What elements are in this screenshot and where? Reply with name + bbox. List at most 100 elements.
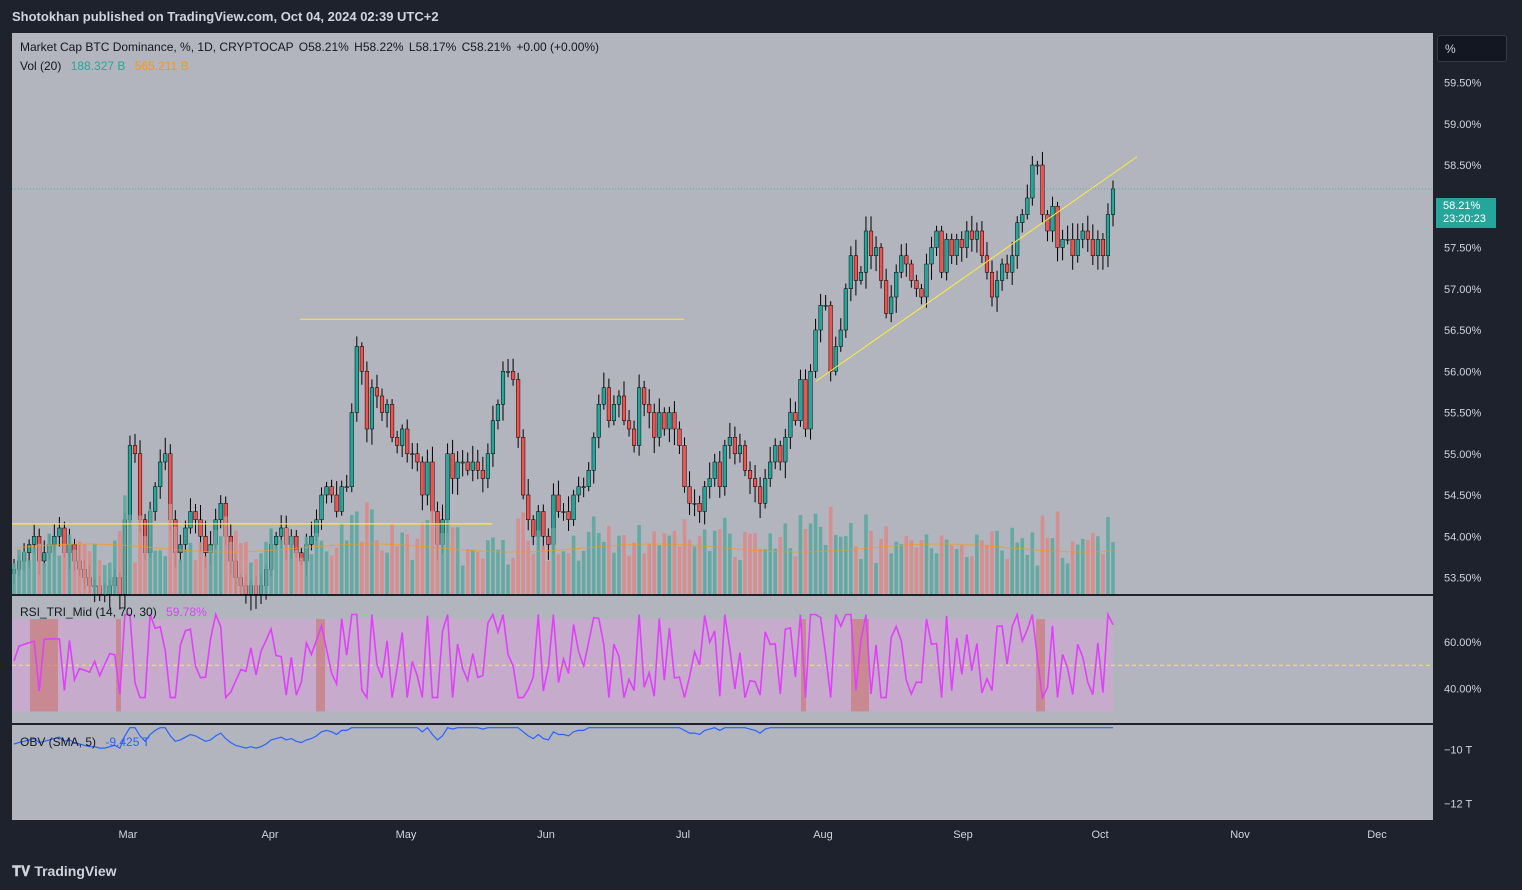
- candle-body: [848, 255, 853, 289]
- volume-bar: [773, 548, 778, 594]
- volume-bar: [77, 541, 82, 594]
- volume-bar: [697, 535, 702, 594]
- volume-bar: [158, 550, 162, 594]
- candle-body: [667, 412, 672, 430]
- volume-bar: [188, 542, 193, 594]
- volume-bar: [228, 541, 233, 594]
- candle-body: [616, 395, 622, 405]
- main-legend: Market Cap BTC Dominance, %, 1D, CRYPTOC…: [20, 40, 599, 54]
- volume-bar: [486, 540, 490, 594]
- volume-bar: [334, 547, 339, 594]
- volume-bar: [1015, 542, 1020, 594]
- volume-bar: [17, 549, 21, 594]
- volume-bar: [208, 546, 213, 594]
- volume-bar: [470, 549, 475, 594]
- candle-body: [541, 511, 546, 537]
- volume-bar: [244, 541, 248, 594]
- scale-mode-button[interactable]: %: [1437, 35, 1507, 62]
- volume-bar: [37, 543, 42, 594]
- tradingview-logo[interactable]: 𝐓𝐕 TradingView: [12, 863, 117, 880]
- candle-body: [1080, 230, 1085, 240]
- candle-body: [137, 453, 143, 520]
- volume-bar: [203, 556, 208, 594]
- candle-body: [989, 272, 995, 298]
- rsi-label[interactable]: RSI_TRI_Mid (14, 70, 30): [20, 605, 157, 619]
- candle-body: [354, 346, 359, 413]
- volume-bar: [939, 535, 944, 594]
- price-axis: [1433, 33, 1511, 850]
- volume-bar: [717, 529, 722, 594]
- volume-bar: [123, 495, 127, 594]
- obv-label[interactable]: OBV (SMA, 5): [20, 735, 97, 749]
- candle-body: [490, 420, 495, 454]
- volume-bar: [455, 527, 460, 594]
- candle-body: [57, 527, 62, 537]
- volume-bar: [985, 544, 989, 594]
- candle-body: [969, 230, 974, 240]
- candle-body: [1055, 206, 1060, 248]
- candle-body: [218, 503, 223, 520]
- volume-bar: [183, 549, 188, 594]
- volume-bar: [899, 544, 904, 594]
- volume-bar: [249, 562, 253, 594]
- volume-bar: [107, 562, 112, 594]
- price-tick-label: 56.00%: [1444, 366, 1482, 378]
- candle-body: [1085, 230, 1090, 240]
- candle-body: [652, 412, 657, 438]
- volume-bar: [970, 556, 974, 594]
- volume-bar: [889, 553, 893, 594]
- volume-bar: [506, 564, 510, 594]
- volume-bar: [385, 552, 389, 594]
- candle-body: [445, 453, 450, 520]
- candle-body: [843, 288, 848, 331]
- volume-bar: [576, 560, 581, 594]
- candle-body: [632, 428, 637, 446]
- volume-bar: [1000, 550, 1004, 594]
- candle-body: [42, 552, 47, 562]
- volume-bar: [259, 553, 263, 594]
- publish-info: Shotokhan published on TradingView.com, …: [12, 9, 439, 24]
- volume-bar: [581, 550, 586, 594]
- volume-bar: [657, 545, 662, 594]
- volume-bar: [97, 560, 102, 594]
- volume-bar: [914, 547, 919, 594]
- volume-value: 188.327 B: [70, 59, 126, 73]
- candle-body: [420, 461, 425, 496]
- time-tick-label: Nov: [1230, 829, 1250, 841]
- candle-body: [914, 280, 919, 289]
- candle-body: [1025, 197, 1030, 215]
- volume-bar: [133, 562, 137, 594]
- candle-body: [198, 519, 203, 537]
- volume-bar: [1096, 536, 1100, 594]
- candle-body: [1005, 263, 1010, 273]
- candle-body: [889, 296, 894, 314]
- volume-bar: [778, 537, 783, 594]
- volume-bar: [1065, 563, 1070, 594]
- candle-body: [52, 536, 57, 545]
- volume-bar: [602, 541, 606, 594]
- volume-bar: [854, 546, 858, 594]
- volume-bar: [511, 557, 515, 594]
- candle-body: [495, 404, 501, 421]
- volume-bar: [561, 551, 566, 594]
- candle-body: [460, 461, 465, 464]
- volume-bar: [748, 533, 752, 594]
- volume-bar: [355, 511, 359, 594]
- volume-bar: [667, 535, 672, 594]
- candle-body: [364, 371, 369, 430]
- rsi-overbought-zone: [316, 619, 325, 712]
- volume-bar: [965, 556, 969, 594]
- volume-bar: [1070, 541, 1075, 594]
- volume-bar: [420, 522, 425, 594]
- candle-body: [450, 453, 455, 479]
- volume-bar: [82, 543, 87, 594]
- volume-bar: [475, 551, 480, 594]
- symbol-title[interactable]: Market Cap BTC Dominance, %, 1D, CRYPTOC…: [20, 40, 294, 54]
- volume-bar: [1111, 542, 1115, 594]
- volume-label[interactable]: Vol (20): [20, 59, 62, 73]
- candle-body: [309, 536, 314, 545]
- volume-bar: [304, 536, 309, 594]
- volume-bar: [929, 548, 934, 594]
- volume-bar: [844, 536, 848, 594]
